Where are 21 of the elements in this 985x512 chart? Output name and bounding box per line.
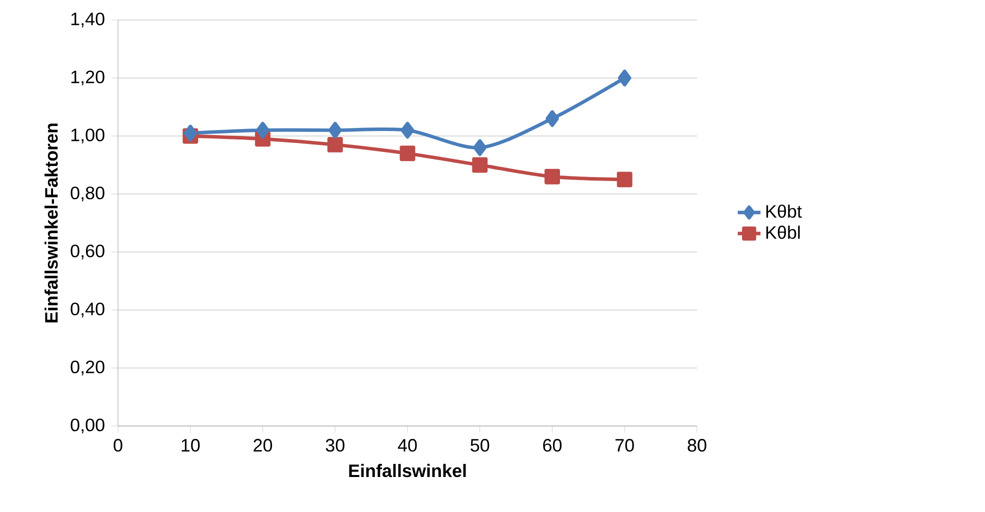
y-tick-label: 0,00 bbox=[70, 418, 104, 434]
x-tick-label: 20 bbox=[254, 438, 272, 452]
x-tick-label: 80 bbox=[688, 438, 706, 452]
x-tick-label: 0 bbox=[114, 438, 122, 452]
x-tick-label: 10 bbox=[182, 438, 200, 452]
x-axis-title: Einfallswinkel bbox=[349, 464, 466, 478]
x-tick-label: 60 bbox=[543, 438, 562, 452]
x-tick-label: 30 bbox=[326, 438, 344, 452]
legend-label: Kθbl bbox=[766, 226, 800, 239]
y-tick-label: 1,40 bbox=[71, 12, 104, 28]
y-axis-title: Einfallswinkel-Faktoren bbox=[44, 124, 58, 322]
legend-label: Kθbt bbox=[766, 204, 802, 218]
y-tick-label: 1,20 bbox=[71, 70, 104, 86]
x-tick-label: 50 bbox=[470, 438, 490, 452]
y-tick-label: 0,20 bbox=[70, 360, 104, 376]
y-tick-label: 0,40 bbox=[70, 302, 104, 318]
x-tick-label: 40 bbox=[398, 438, 417, 452]
y-tick-label: 0,80 bbox=[70, 186, 104, 202]
x-tick-label: 70 bbox=[616, 438, 634, 452]
y-tick-label: 1,00 bbox=[71, 128, 104, 144]
y-tick-label: 0,60 bbox=[70, 244, 104, 260]
